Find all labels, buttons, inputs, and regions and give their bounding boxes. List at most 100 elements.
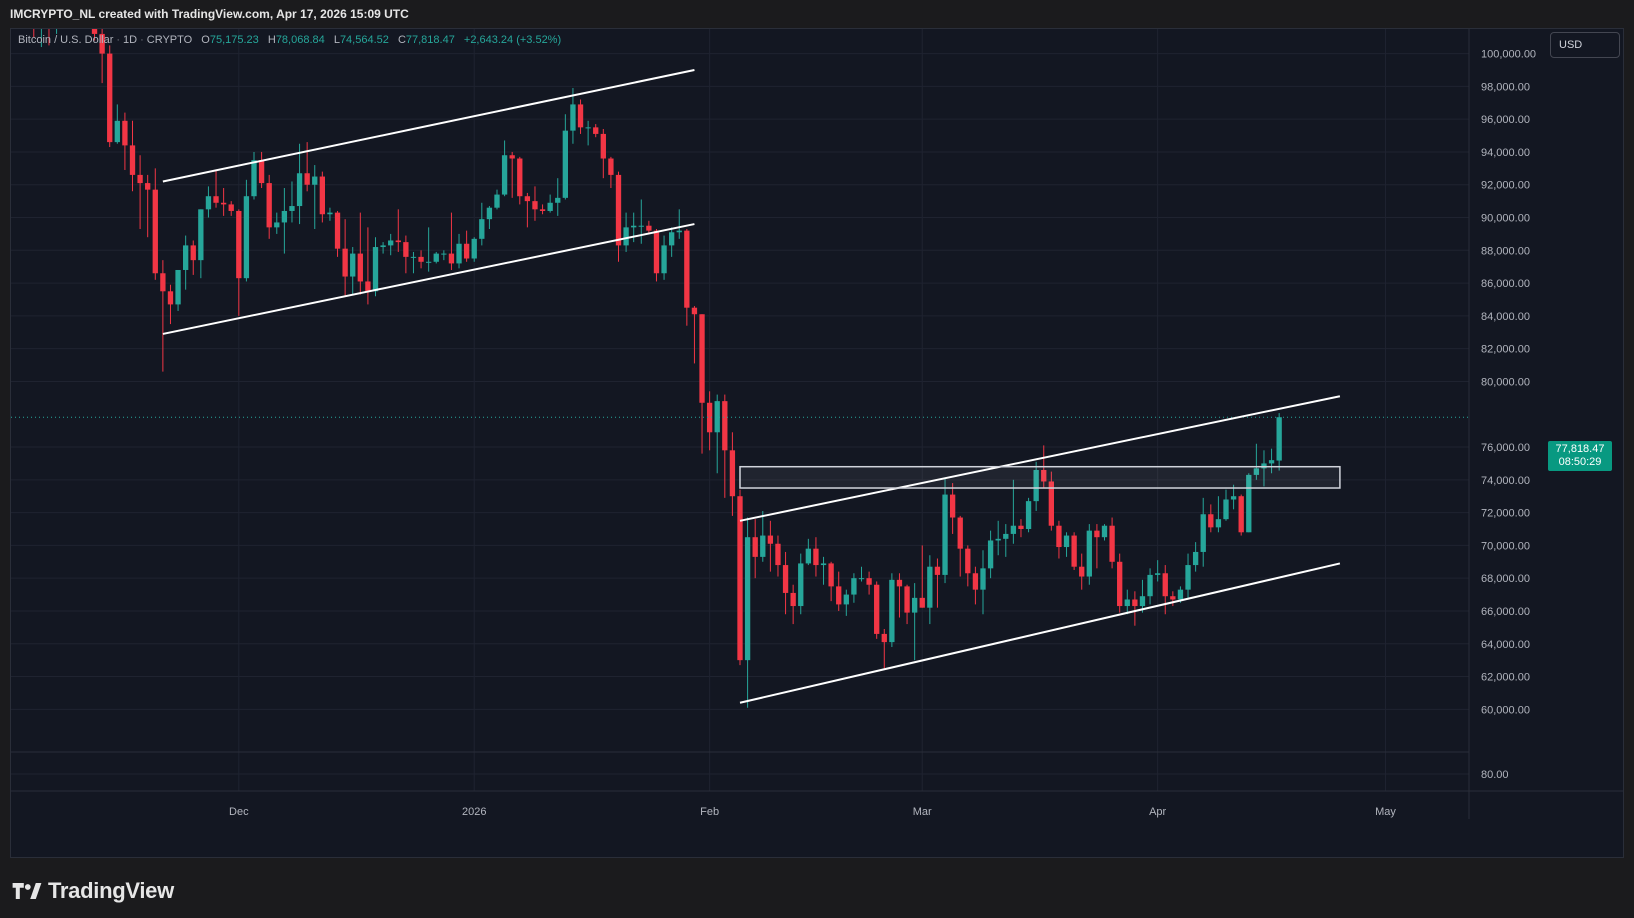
- change-value: +2,643.24 (+3.52%): [463, 34, 562, 46]
- candle-body: [410, 256, 417, 258]
- candle-up: [562, 114, 569, 200]
- candle-body: [1185, 565, 1191, 590]
- candle-body: [251, 160, 257, 197]
- candle-down: [319, 171, 326, 223]
- candle-body: [99, 33, 105, 54]
- candle-body: [661, 245, 667, 274]
- candle-down: [220, 188, 227, 216]
- candle-body: [987, 540, 994, 569]
- candle-up: [1033, 461, 1039, 511]
- candle-up: [175, 269, 181, 311]
- low-label: L: [333, 34, 340, 46]
- candle-down: [395, 209, 401, 252]
- currency-label: USD: [1559, 39, 1583, 51]
- candle-body: [775, 543, 781, 566]
- candle-down: [463, 230, 470, 262]
- candle-body: [1238, 496, 1244, 533]
- candle-body: [760, 535, 766, 557]
- candle-up: [296, 143, 303, 225]
- candle-down: [691, 306, 698, 364]
- candle-down: [684, 229, 690, 326]
- candle-body: [539, 209, 546, 211]
- candle-body: [1117, 561, 1123, 607]
- candle-body: [631, 225, 637, 228]
- candle-up: [433, 251, 439, 264]
- candle-up: [942, 478, 948, 584]
- candle-up: [205, 186, 212, 218]
- candle-up: [1185, 553, 1191, 598]
- candle-body: [744, 537, 751, 661]
- candle-body: [957, 517, 963, 549]
- candle-body: [570, 104, 576, 131]
- candle-body: [342, 248, 348, 277]
- candle-down: [524, 192, 531, 228]
- y-tick-label: 68,000.00: [1481, 573, 1530, 585]
- candle-down: [1238, 494, 1244, 536]
- candle-down: [866, 571, 872, 595]
- candle-down: [137, 155, 143, 229]
- currency-selector[interactable]: USD: [1550, 32, 1620, 58]
- candle-down: [403, 235, 409, 274]
- candle-body: [517, 158, 523, 197]
- candle-down: [1071, 532, 1077, 570]
- symbol-name[interactable]: Bitcoin / U.S. Dollar: [18, 34, 114, 46]
- candle-down: [1048, 471, 1055, 531]
- candle-down: [1117, 553, 1123, 613]
- candle-down: [258, 151, 265, 189]
- candle-body: [167, 291, 174, 305]
- candle-body: [638, 225, 644, 227]
- candle-body: [1246, 474, 1252, 533]
- candle-body: [646, 225, 652, 231]
- candle-down: [1018, 519, 1024, 538]
- candle-up: [1139, 579, 1146, 613]
- tradingview-logo[interactable]: TradingView: [12, 878, 174, 904]
- candle-body: [1147, 574, 1153, 597]
- candle-body: [1139, 596, 1146, 607]
- candle-body: [722, 401, 728, 451]
- candle-body: [706, 402, 713, 433]
- candle-up: [668, 227, 675, 257]
- candle-down: [904, 584, 910, 625]
- candle-up: [843, 589, 849, 616]
- candle-down: [304, 142, 310, 192]
- interval[interactable]: 1D: [123, 34, 138, 46]
- candle-body: [486, 207, 493, 220]
- candle-body: [175, 269, 181, 305]
- candle-up: [1147, 568, 1153, 605]
- candle-body: [927, 566, 933, 608]
- candle-body: [668, 232, 675, 246]
- candle-body: [350, 253, 356, 277]
- candle-down: [107, 45, 113, 148]
- y-tick-label: 100,000.00: [1481, 49, 1536, 61]
- candle-down: [122, 112, 128, 170]
- candle-body: [805, 548, 812, 564]
- candle-up: [911, 583, 918, 661]
- candle-body: [107, 53, 113, 143]
- candle-up: [1124, 589, 1130, 615]
- candle-body: [289, 206, 295, 211]
- candle-body: [889, 579, 895, 643]
- candle-body: [296, 173, 303, 207]
- candle-up: [1261, 450, 1267, 487]
- candle-down: [699, 314, 705, 454]
- candle-down: [448, 212, 455, 270]
- candle-up: [350, 247, 356, 295]
- candle-up: [1223, 489, 1229, 521]
- candle-down: [91, 29, 98, 41]
- candle-body: [1018, 525, 1024, 529]
- candle-down: [1079, 553, 1085, 590]
- candle-up: [805, 538, 812, 566]
- candle-body: [433, 253, 439, 262]
- price-chart[interactable]: 100,000.00 98,000.00 96,000.00 94,000.00 92,…: [11, 29, 1623, 857]
- candle-down: [418, 250, 424, 269]
- candle-body: [463, 243, 470, 259]
- candle-body: [258, 160, 265, 184]
- candle-body: [911, 597, 918, 613]
- x-tick-label: Apr: [1149, 806, 1166, 818]
- candle-body: [1215, 519, 1222, 528]
- candle-body: [1079, 566, 1085, 577]
- chart-panel[interactable]: 100,000.00 98,000.00 96,000.00 94,000.00 92,…: [10, 28, 1624, 858]
- y-tick-label: 62,000.00: [1481, 672, 1530, 684]
- resistance-zone: [739, 465, 1341, 489]
- candle-body: [676, 230, 682, 233]
